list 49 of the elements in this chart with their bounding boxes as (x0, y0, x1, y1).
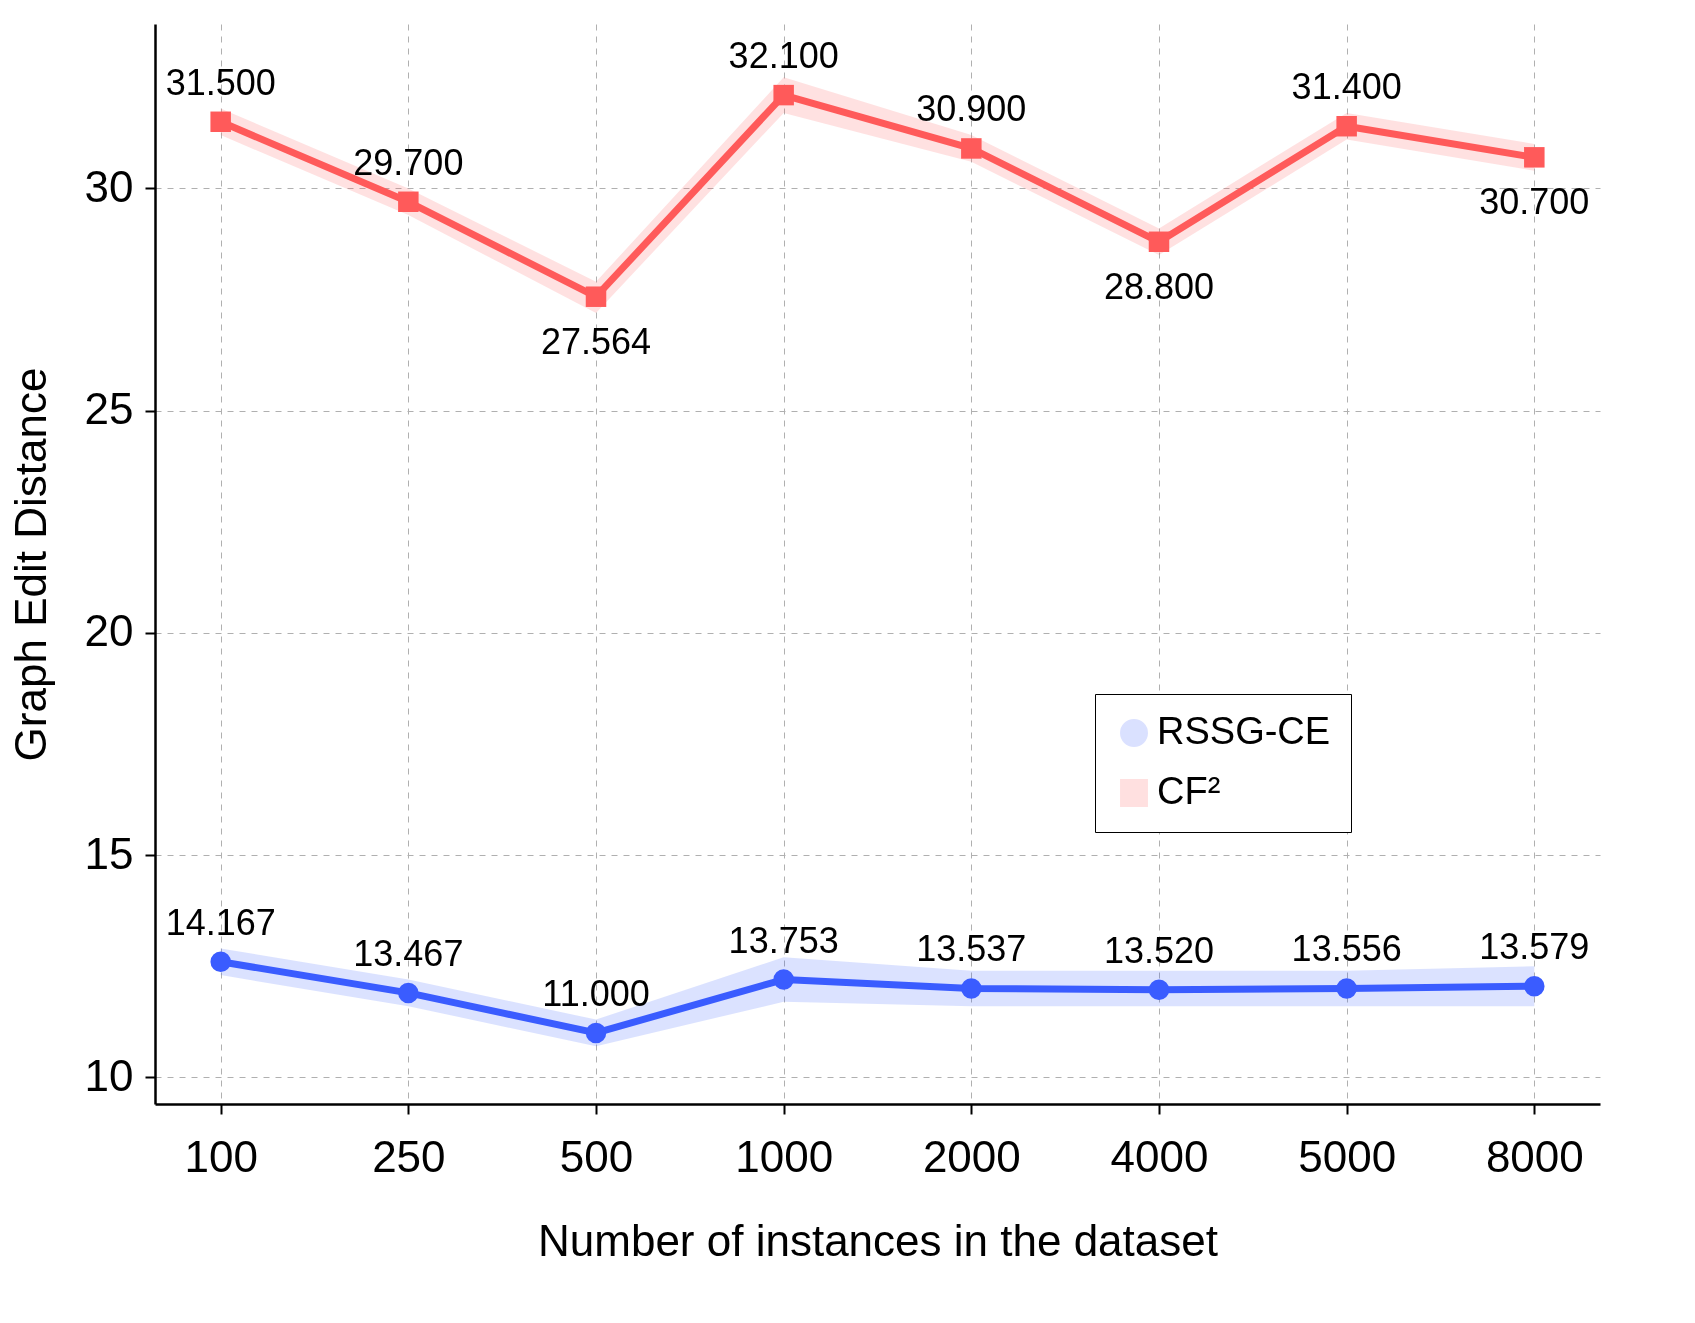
annotation: 13.537 (916, 928, 1027, 970)
point (961, 978, 982, 999)
annotation: 13.579 (1479, 926, 1590, 968)
data-label: 30.700 (1479, 181, 1590, 223)
x-tick-label: 500 (559, 1131, 634, 1181)
x-tick-label: 2000 (922, 1131, 1021, 1181)
point (773, 969, 794, 990)
x-tick-label: 8000 (1485, 1131, 1584, 1181)
annotation: 13.520 (1103, 929, 1215, 971)
point (585, 286, 607, 307)
point (1524, 976, 1545, 997)
y-tick-label: 10 (84, 1050, 134, 1100)
x-tick-label: 5000 (1298, 1131, 1397, 1181)
annotation: 13.753 (728, 919, 839, 961)
x-tick-label: 1000 (735, 1131, 834, 1181)
data-label: 32.100 (728, 35, 839, 77)
annotation: 13.467 (353, 932, 464, 974)
y-tick-label: 15 (84, 828, 134, 878)
point (585, 1022, 607, 1044)
data-label: 31.500 (165, 61, 276, 103)
point (210, 951, 231, 972)
y-tick-label: 25 (84, 384, 134, 434)
point (1336, 115, 1357, 137)
data-label: 29.700 (353, 141, 464, 183)
x-axis-title: Number of instances in the dataset (538, 1215, 1218, 1265)
x-tick-label: 4000 (1110, 1131, 1209, 1181)
point (398, 191, 419, 213)
data-label: 27.564 (540, 320, 652, 362)
x-tick-label: 100 (184, 1131, 258, 1181)
point (210, 111, 231, 133)
point (1524, 147, 1545, 168)
point (773, 84, 794, 106)
data-label: 31.400 (1291, 66, 1402, 108)
y-axis-title: Graph Edit Distance (5, 367, 55, 762)
point (398, 982, 419, 1004)
y-tick-label: 30 (84, 161, 134, 211)
x-tick-label: 250 (372, 1131, 446, 1181)
legend-label: RSSG-CE (1157, 710, 1331, 752)
annotation: 14.167 (165, 901, 276, 943)
annotation: 13.556 (1291, 928, 1402, 970)
point (1336, 978, 1357, 999)
data-label: 28.800 (1103, 265, 1215, 307)
data-label: 30.900 (916, 88, 1027, 130)
annotation: 11.000 (542, 972, 650, 1014)
point (1148, 979, 1170, 1000)
point (1148, 231, 1170, 253)
point (961, 138, 982, 159)
legend-label: CF² (1157, 770, 1221, 812)
y-tick-label: 20 (84, 606, 134, 656)
